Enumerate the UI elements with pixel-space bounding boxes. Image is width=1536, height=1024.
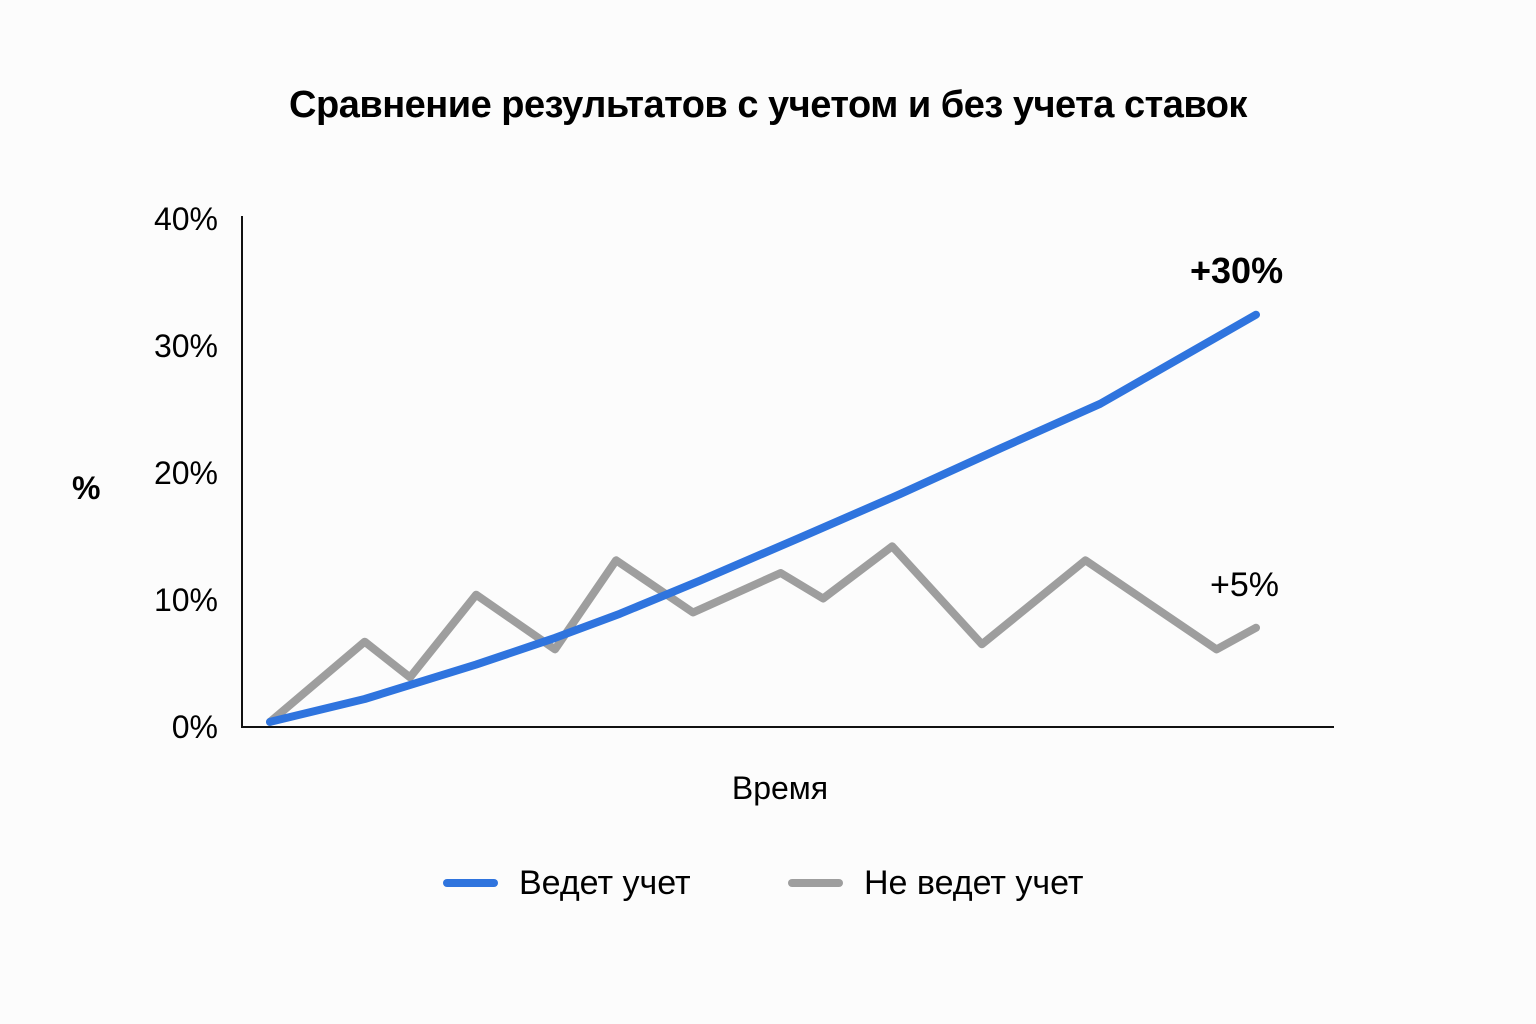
legend: Ведет учет Не ведет учет (0, 860, 1536, 910)
y-tick-40: 40% (153, 201, 218, 237)
x-axis-label: Время (731, 770, 829, 806)
legend-label-untracked: Не ведет учет (864, 863, 1084, 902)
y-tick-30: 30% (153, 328, 218, 364)
chart-title: Сравнение результатов с учетом и без уче… (289, 84, 1247, 126)
legend-swatch-tracked-icon (443, 879, 498, 887)
annotation-untracked: +5% (1210, 566, 1279, 604)
series-line-untracked (266, 542, 1260, 726)
legend-swatch-untracked-icon (788, 879, 843, 887)
legend-label-tracked: Ведет учет (519, 863, 691, 902)
legend-item-untracked[interactable]: Не ведет учет (788, 860, 1083, 906)
series-line-tracked (266, 310, 1260, 726)
annotation-tracked: +30% (1190, 250, 1284, 291)
y-tick-0: 0% (171, 709, 218, 745)
legend-item-tracked[interactable]: Ведет учет (443, 860, 691, 906)
y-tick-20: 20% (153, 455, 218, 491)
y-axis-label: % (72, 470, 101, 506)
y-tick-10: 10% (153, 582, 218, 618)
